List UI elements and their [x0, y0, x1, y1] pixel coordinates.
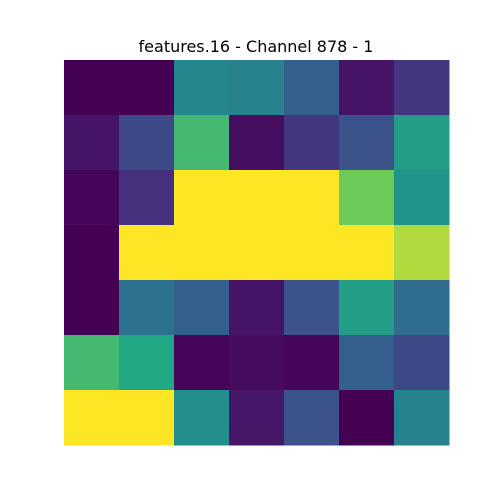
heatmap-cell-r1-c0 [64, 115, 120, 171]
heatmap-cell-r2-c5 [339, 170, 395, 226]
heatmap-cell-r2-c1 [119, 170, 175, 226]
heatmap-cell-r0-c1 [119, 60, 175, 116]
heatmap-cell-r4-c4 [284, 280, 340, 336]
chart-title: features.16 - Channel 878 - 1 [139, 37, 374, 56]
heatmap-cell-r1-c2 [174, 115, 230, 171]
heatmap-cell-r6-c3 [229, 390, 285, 446]
heatmap-cell-r2-c0 [64, 170, 120, 226]
heatmap-cell-r4-c3 [229, 280, 285, 336]
heatmap-cell-r0-c4 [284, 60, 340, 116]
heatmap-cell-r5-c3 [229, 335, 285, 391]
heatmap-cell-r0-c6 [394, 60, 450, 116]
heatmap-cell-r6-c2 [174, 390, 230, 446]
heatmap-cell-r1-c4 [284, 115, 340, 171]
heatmap-cell-r0-c0 [64, 60, 120, 116]
heatmap-cell-r6-c5 [339, 390, 395, 446]
heatmap-cell-r6-c1 [119, 390, 175, 446]
heatmap-cell-r0-c2 [174, 60, 230, 116]
heatmap-cell-r3-c5 [339, 225, 395, 281]
heatmap-cell-r2-c4 [284, 170, 340, 226]
heatmap-cell-r6-c6 [394, 390, 450, 446]
heatmap-cell-r3-c6 [394, 225, 450, 281]
heatmap-cell-r3-c3 [229, 225, 285, 281]
heatmap-cell-r3-c0 [64, 225, 120, 281]
heatmap-cell-r3-c4 [284, 225, 340, 281]
heatmap-cell-r4-c6 [394, 280, 450, 336]
heatmap-cell-r2-c2 [174, 170, 230, 226]
heatmap-cell-r4-c0 [64, 280, 120, 336]
heatmap-cell-r5-c1 [119, 335, 175, 391]
heatmap-cell-r6-c0 [64, 390, 120, 446]
heatmap-cell-r3-c1 [119, 225, 175, 281]
heatmap-cell-r2-c3 [229, 170, 285, 226]
heatmap-cell-r5-c2 [174, 335, 230, 391]
heatmap-cell-r1-c1 [119, 115, 175, 171]
heatmap-cell-r5-c5 [339, 335, 395, 391]
heatmap-cell-r6-c4 [284, 390, 340, 446]
heatmap-cell-r0-c3 [229, 60, 285, 116]
heatmap-cell-r5-c0 [64, 335, 120, 391]
heatmap [64, 60, 450, 446]
heatmap-cell-r5-c4 [284, 335, 340, 391]
heatmap-cell-r1-c5 [339, 115, 395, 171]
heatmap-cell-r1-c3 [229, 115, 285, 171]
heatmap-cell-r2-c6 [394, 170, 450, 226]
heatmap-cell-r1-c6 [394, 115, 450, 171]
heatmap-cell-r4-c5 [339, 280, 395, 336]
heatmap-cell-r0-c5 [339, 60, 395, 116]
heatmap-cell-r5-c6 [394, 335, 450, 391]
heatmap-cell-r4-c1 [119, 280, 175, 336]
heatmap-cell-r3-c2 [174, 225, 230, 281]
heatmap-cell-r4-c2 [174, 280, 230, 336]
